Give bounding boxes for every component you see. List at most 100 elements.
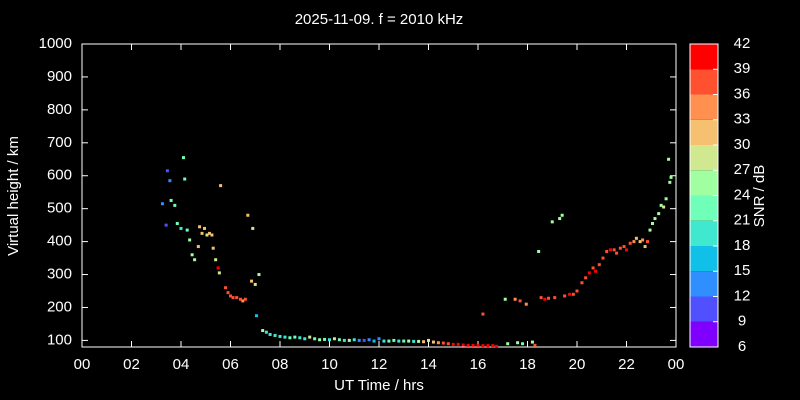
scatter-point [367,338,371,342]
scatter-point [664,197,668,201]
scatter-point [558,217,562,221]
scatter-point [392,338,396,342]
scatter-point [173,203,177,207]
scatter-point [605,249,609,253]
scatter-point [568,292,572,296]
scatter-point [471,343,475,347]
scatter-point [553,296,557,300]
scatter-point [217,271,221,275]
scatter-point [207,231,211,235]
x-tick-label: 06 [222,356,239,373]
scatter-point [216,266,220,270]
scatter-point [342,338,346,342]
scatter-point [412,339,416,343]
colorbar-tick-label: 6 [738,338,746,355]
scatter-point [518,299,522,303]
scatter-point [451,342,455,346]
scatter-point [659,203,663,207]
scatter-point [638,240,642,244]
scatter-point [571,292,575,296]
scatter-point [622,245,626,249]
y-tick-label: 100 [47,331,72,348]
scatter-point [628,241,632,245]
scatter-point [446,342,450,346]
colorbar-band [690,94,718,120]
scatter-point [543,297,547,301]
x-tick-label: 08 [272,356,289,373]
scatter-point [601,256,605,260]
scatter-point [625,248,628,252]
chart-title: 2025-11-09. f = 2010 kHz [295,11,464,28]
scatter-point [278,334,282,338]
colorbar-tick-label: 21 [734,212,751,229]
scatter-point [427,338,430,342]
scatter-point [608,248,612,252]
colorbar-tick-label: 9 [738,313,746,330]
x-tick-label: 10 [321,356,338,373]
y-tick-label: 900 [47,68,72,85]
colorbar-tick-label: 24 [734,186,751,203]
scatter-point [466,343,470,347]
x-tick-label: 12 [371,356,388,373]
scatter-point [229,294,232,298]
scatter-point [372,339,376,343]
scatter-point [238,297,242,301]
scatter-point [362,338,366,342]
scatter-point [211,246,215,250]
scatter-point [273,333,277,337]
scatter-point [646,240,650,244]
scatter-point [313,337,317,341]
scatter-point [196,245,200,249]
scatter-point [268,332,272,336]
colorbar-band [690,145,718,171]
colorbar-tick-label: 30 [734,136,751,153]
scatter-point [246,213,250,217]
y-tick-label: 500 [47,200,72,217]
scatter-point [264,330,268,334]
scatter-point [193,258,197,262]
scatter-point [533,343,537,347]
scatter-point [323,337,327,341]
colorbar-tick-label: 12 [734,287,751,304]
scatter-point [594,269,598,273]
scatter-point [318,338,322,342]
scatter-point [203,226,207,230]
y-tick-label: 700 [47,134,72,151]
scatter-point [417,339,421,343]
colorbar-band [690,246,718,272]
scatter-point [241,299,245,303]
scatter-point [422,340,426,344]
scatter-point [537,249,541,253]
colorbar-tick-label: 42 [734,35,751,52]
scatter-point [175,221,179,225]
scatter-point [257,273,261,277]
x-axis-label: UT Time / hrs [334,377,424,394]
scatter-point [164,223,168,227]
y-tick-label: 600 [47,167,72,184]
scatter-point [597,263,601,267]
scatter-point [254,314,258,318]
scatter-point [612,248,616,252]
scatter-point [648,228,652,232]
colorbar-tick-label: 18 [734,237,751,254]
scatter-point [357,338,361,342]
scatter-point [539,296,543,300]
x-tick-label: 04 [173,356,190,373]
scatter-point [669,175,673,179]
scatter-point [657,212,661,216]
plot-frame [81,43,677,348]
scatter-point [205,233,209,237]
scatter-point [506,342,510,346]
scatter-point [584,276,588,280]
scatter-point [188,238,192,242]
scatter-point [491,344,495,348]
scatter-point [185,228,189,232]
scatter-point [641,238,645,242]
scatter-point [200,231,204,235]
scatter-point [226,291,230,295]
scatter-point [481,312,485,316]
colorbar-band [690,271,718,297]
x-tick-label: 00 [668,356,685,373]
scatter-point [283,335,287,339]
